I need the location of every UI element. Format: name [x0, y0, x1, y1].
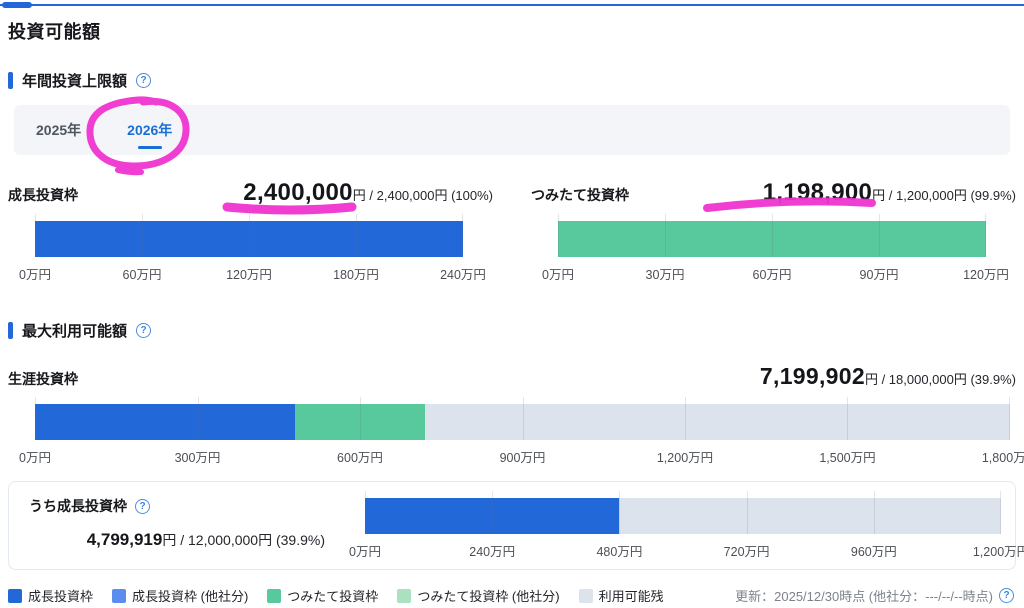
growth-annual-panel: 成長投資枠 2,400,000円 / 2,400,000円 (100%) 0万円… [8, 179, 493, 282]
legend-swatch-tsumitate [267, 588, 282, 603]
tab-2026[interactable]: 2026年 [119, 105, 180, 155]
lifetime-value: 7,199,902円 / 18,000,000円 (39.9%) [759, 363, 1016, 389]
legend-item-growth-other: 成長投資枠 (他社分) [112, 586, 248, 605]
legend-swatch-growth [8, 588, 22, 603]
max-available-section-header: 最大利用可能額 ? [8, 320, 1016, 341]
bar-uchi-growth-remaining [619, 498, 1001, 534]
growth-annual-value: 2,400,000円 / 2,400,000円 (100%) [243, 179, 493, 206]
legend-item-tsumitate-other: つみたて投資枠 (他社分) [397, 586, 560, 605]
bar-lifetime-growth [35, 404, 296, 440]
bar-tsumitate-fill [558, 221, 986, 257]
legend-swatch-growth-other [112, 588, 127, 603]
annual-limit-section-header: 年間投資上限額 ? [8, 70, 1016, 91]
annual-limit-title: 年間投資上限額 [22, 73, 128, 90]
legend-item-growth: 成長投資枠 [8, 586, 93, 605]
uchi-growth-axis: 0万円 240万円 480万円 720万円 960万円 1,200万円 [349, 545, 1024, 559]
lifetime-chart: 0万円 300万円 600万円 900万円 1,200万円 1,500万円 1,… [19, 397, 1024, 465]
tsumitate-annual-axis: 0万円 30万円 60万円 90万円 120万円 [542, 268, 1009, 282]
tab-2025[interactable]: 2025年 [36, 122, 82, 138]
investable-amount-page: 投資可能額 年間投資上限額 ? 2025年 2026年 成長投資枠 2,400,… [0, 18, 1024, 605]
footer: 成長投資枠 成長投資枠 (他社分) つみたて投資枠 つみたて投資枠 (他社分) … [8, 586, 1016, 605]
growth-annual-chart: 0万円 60万円 120万円 180万円 240万円 [19, 214, 486, 282]
growth-annual-axis: 0万円 60万円 120万円 180万円 240万円 [19, 268, 486, 282]
bar-growth-fill [35, 221, 463, 257]
tsumitate-annual-value: 1,198,900円 / 1,200,000円 (99.9%) [762, 179, 1016, 206]
lifetime-axis: 0万円 300万円 600万円 900万円 1,200万円 1,500万円 1,… [19, 451, 1024, 465]
tsumitate-annual-chart: 0万円 30万円 60万円 90万円 120万円 [542, 214, 1009, 282]
legend-item-remaining: 利用可能残 [578, 586, 664, 605]
section-marker [8, 72, 13, 89]
uchi-growth-card: うち成長投資枠 ? 4,799,919円 / 12,000,000円 (39.9… [8, 481, 1024, 570]
update-timestamp: 更新：2025/12/30時点 (他社分：---/--/--時点) ? [735, 586, 1014, 605]
uchi-growth-chart: 0万円 240万円 480万円 720万円 960万円 1,200万円 [347, 491, 1024, 559]
top-progress-line [0, 4, 1024, 6]
tab-2026-label: 2026年 [127, 122, 173, 138]
lifetime-header: 生涯投資枠 7,199,902円 / 18,000,000円 (39.9%) [8, 363, 1016, 390]
uchi-growth-label: うち成長投資枠 [29, 498, 127, 514]
bar-uchi-growth-fill [365, 498, 620, 534]
bar-lifetime-tsumitate [295, 404, 425, 440]
tsumitate-annual-label: つみたて投資枠 [531, 187, 629, 203]
uchi-growth-value: 4,799,919円 / 12,000,000円 (39.9%) [86, 530, 325, 549]
section-marker [8, 322, 13, 339]
tsumitate-annual-panel: つみたて投資枠 1,198,900円 / 1,200,000円 (99.9%) … [531, 179, 1016, 282]
page-title: 投資可能額 [8, 22, 101, 42]
growth-annual-label: 成長投資枠 [8, 187, 78, 203]
help-icon[interactable]: ? [135, 498, 150, 514]
help-icon[interactable]: ? [136, 73, 152, 88]
help-icon[interactable]: ? [136, 323, 152, 338]
legend-swatch-remaining [578, 588, 593, 603]
lifetime-label: 生涯投資枠 [8, 371, 78, 387]
help-icon[interactable]: ? [999, 588, 1014, 603]
active-tab-indicator [137, 146, 162, 149]
legend-swatch-tsumitate-other [397, 588, 412, 603]
bar-lifetime-remaining [424, 404, 1010, 440]
top-progress-indicator [2, 2, 32, 8]
legend-item-tsumitate: つみたて投資枠 [267, 586, 378, 605]
year-tabbar: 2025年 2026年 [14, 105, 1010, 155]
chart-legend: 成長投資枠 成長投資枠 (他社分) つみたて投資枠 つみたて投資枠 (他社分) … [8, 586, 664, 605]
max-available-title: 最大利用可能額 [22, 323, 128, 340]
